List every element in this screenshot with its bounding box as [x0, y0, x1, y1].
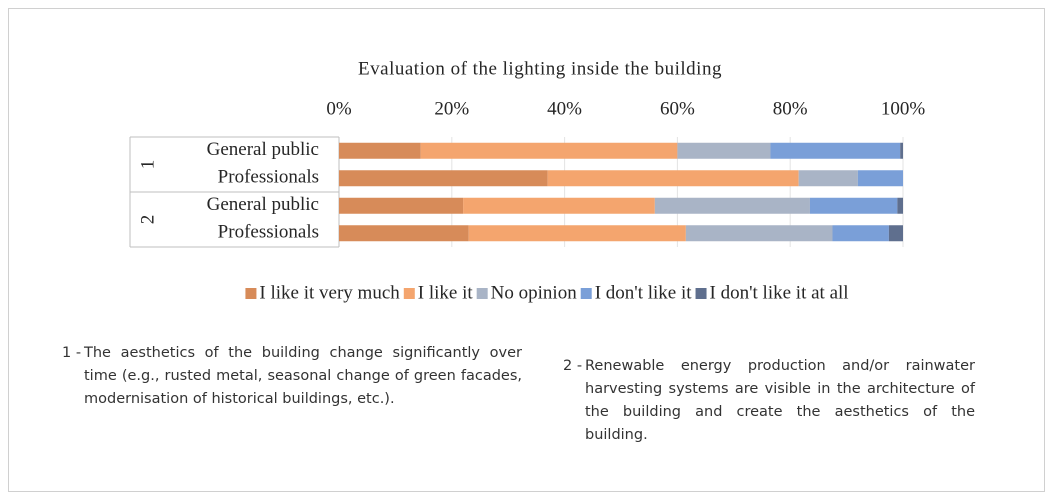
legend-label: I don't like it — [595, 282, 693, 303]
bar-segment — [832, 225, 889, 242]
y-tick-label: Professionals — [218, 222, 319, 243]
bar-segment — [897, 197, 903, 214]
note-marker: 1 - — [62, 345, 82, 361]
bar-segment — [770, 142, 901, 159]
bar-segment — [339, 197, 464, 214]
x-tick-label: 60% — [660, 98, 695, 119]
y-tick-label: General public — [207, 194, 319, 215]
bar-segment — [798, 170, 858, 187]
bar-segment — [547, 170, 799, 187]
bar-segment — [339, 170, 548, 187]
bar-segment — [463, 197, 655, 214]
legend-swatch — [580, 288, 592, 299]
bar-segment — [888, 225, 903, 242]
bar-segment — [339, 142, 421, 159]
legend-label: No opinion — [491, 282, 578, 303]
bar-segment — [339, 225, 469, 242]
legend-label: I like it very much — [259, 282, 400, 303]
frame — [8, 8, 1045, 492]
legend-label: I like it — [418, 282, 474, 303]
y-tick-label: General public — [207, 139, 319, 160]
legend-swatch — [245, 288, 257, 299]
note: 1 - The aesthetics of the building chang… — [62, 342, 522, 411]
x-tick-label: 80% — [773, 98, 808, 119]
legend-label: I don't like it at all — [710, 282, 849, 303]
legend-swatch — [695, 288, 707, 299]
x-tick-label: 40% — [547, 98, 582, 119]
x-tick-label: 0% — [326, 98, 352, 119]
group-label: 1 — [137, 160, 158, 170]
bar-segment — [677, 142, 771, 159]
group-label: 2 — [137, 215, 158, 225]
legend-swatch — [476, 288, 488, 299]
note-text: The aesthetics of the building change si… — [84, 345, 522, 407]
chart-title: Evaluation of the lighting inside the bu… — [358, 58, 722, 79]
y-tick-label: Professionals — [218, 167, 319, 188]
bar-segment — [468, 225, 686, 242]
bar-segment — [809, 197, 898, 214]
bar-segment — [654, 197, 810, 214]
note: 2 - Renewable energy production and/or r… — [563, 355, 975, 447]
x-tick-label: 100% — [881, 98, 926, 119]
bar-segment — [900, 142, 903, 159]
note-marker: 2 - — [563, 358, 583, 374]
bar-segment — [420, 142, 678, 159]
x-tick-label: 20% — [434, 98, 469, 119]
legend-swatch — [403, 288, 415, 299]
note-text: Renewable energy production and/or rainw… — [585, 358, 975, 443]
bar-segment — [685, 225, 833, 242]
bar-segment — [857, 170, 903, 187]
